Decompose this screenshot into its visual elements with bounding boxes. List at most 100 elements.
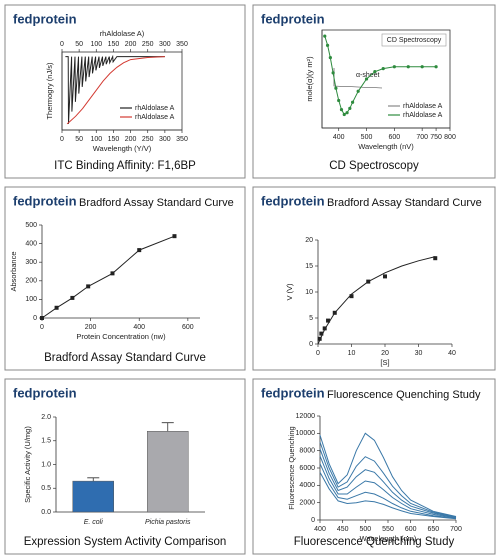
y-axis-label: Absorbance bbox=[9, 251, 18, 291]
y-tick-label: 2000 bbox=[299, 500, 315, 507]
x-axis-label: Protein Concentration (nw) bbox=[76, 332, 166, 341]
x-tick-label: 0 bbox=[60, 136, 64, 143]
marker bbox=[392, 65, 396, 69]
series-line bbox=[319, 448, 457, 518]
x2-axis-label: rhAldolase A) bbox=[100, 29, 145, 38]
legend-label: rhAldolase A bbox=[403, 112, 443, 119]
marker bbox=[172, 234, 177, 239]
y-tick-label: 1.0 bbox=[41, 461, 51, 468]
x-tick-label: E. coli bbox=[84, 519, 104, 526]
marker bbox=[366, 279, 371, 284]
marker bbox=[345, 111, 349, 115]
marker bbox=[406, 65, 410, 69]
marker bbox=[70, 295, 75, 300]
x-axis-label: [S] bbox=[380, 358, 389, 367]
marker bbox=[319, 331, 324, 336]
bar bbox=[147, 431, 189, 513]
y-axis-label: V (V) bbox=[285, 283, 294, 301]
marker bbox=[348, 106, 352, 110]
marker bbox=[40, 316, 44, 320]
marker bbox=[434, 65, 438, 69]
series-line bbox=[319, 432, 457, 517]
y-axis-label: Fluorescence Quenching bbox=[287, 426, 296, 509]
x-tick-label: 650 bbox=[427, 526, 439, 533]
marker bbox=[326, 318, 331, 323]
y-tick-label: 0.5 bbox=[41, 485, 51, 492]
panel bbox=[4, 186, 246, 371]
bar bbox=[72, 480, 114, 513]
marker bbox=[334, 86, 338, 90]
panel bbox=[4, 4, 246, 179]
marker bbox=[317, 336, 322, 341]
x-tick-label: 100 bbox=[90, 136, 102, 143]
marker bbox=[383, 274, 387, 279]
brand: fedprotein bbox=[261, 385, 325, 400]
panel bbox=[252, 4, 496, 179]
marker bbox=[349, 294, 354, 299]
x-tick-label: 0 bbox=[316, 350, 320, 357]
series-line bbox=[319, 472, 457, 520]
marker bbox=[364, 77, 369, 81]
marker bbox=[54, 305, 59, 310]
x-tick-label: 700 bbox=[450, 526, 462, 533]
marker bbox=[339, 108, 344, 112]
marker bbox=[373, 70, 377, 74]
marker bbox=[433, 256, 438, 261]
panel-title: Fluorescence Quenching Study bbox=[327, 389, 481, 401]
y-tick-label: 0 bbox=[33, 315, 37, 322]
brand: fedprotein bbox=[261, 11, 325, 26]
x-tick-label: 200 bbox=[85, 324, 97, 331]
y-tick-label: 6000 bbox=[299, 465, 315, 472]
y-tick-label: 500 bbox=[25, 222, 37, 229]
marker bbox=[381, 66, 385, 71]
caption: Expression System Activity Comparison bbox=[24, 536, 227, 548]
series-line bbox=[65, 54, 165, 124]
marker bbox=[420, 65, 424, 69]
marker bbox=[332, 310, 337, 315]
y-tick-label: 200 bbox=[25, 278, 37, 285]
series-line bbox=[319, 463, 457, 519]
plot-title: CD Spectroscopy bbox=[387, 37, 442, 44]
error-bar bbox=[161, 422, 174, 432]
x-tick-label: 400 bbox=[314, 526, 326, 533]
y-axis-label: Thermogry (nJ/s) bbox=[45, 62, 54, 120]
y-tick-label: 0 bbox=[311, 517, 315, 524]
y-tick-label: 0 bbox=[309, 341, 313, 348]
x-tick-label: 700 bbox=[416, 134, 428, 141]
error-bar bbox=[87, 477, 100, 482]
brand: fedprotein bbox=[13, 11, 77, 26]
x2-tick-label: 100 bbox=[90, 41, 102, 48]
marker bbox=[322, 326, 327, 331]
marker bbox=[351, 100, 355, 104]
x-tick-label: 0 bbox=[40, 324, 44, 331]
marker bbox=[342, 112, 346, 117]
x-tick-label: 50 bbox=[75, 136, 83, 143]
legend-label: rhAldolase A bbox=[135, 114, 175, 121]
marker bbox=[356, 89, 360, 93]
caption: Bradford Assay Standard Curve bbox=[44, 352, 206, 364]
panel bbox=[4, 378, 246, 555]
x2-tick-label: 50 bbox=[75, 41, 83, 48]
x-tick-label: 300 bbox=[159, 136, 171, 143]
y-tick-label: 10000 bbox=[296, 430, 316, 437]
x2-tick-label: 250 bbox=[142, 41, 154, 48]
x-tick-label: 400 bbox=[133, 324, 145, 331]
x-axis-label: Wavelength (Y/V) bbox=[93, 144, 152, 153]
x-tick-label: 150 bbox=[108, 136, 120, 143]
x-tick-label: 30 bbox=[415, 350, 423, 357]
marker bbox=[337, 98, 341, 103]
x-tick-label: 750 bbox=[430, 134, 442, 141]
x-tick-label: 600 bbox=[405, 526, 417, 533]
marker bbox=[331, 71, 335, 75]
y-tick-label: 300 bbox=[25, 259, 37, 266]
legend-label: rhAldolase A bbox=[135, 105, 175, 112]
x-tick-label: 200 bbox=[125, 136, 137, 143]
annotation: α-sheet bbox=[356, 72, 380, 79]
x-tick-label: 800 bbox=[444, 134, 456, 141]
panel-title: Bradford Assay Standard Curve bbox=[79, 197, 234, 209]
brand: fedprotein bbox=[13, 193, 77, 208]
caption: CD Spectroscopy bbox=[329, 160, 419, 172]
x2-tick-label: 200 bbox=[125, 41, 137, 48]
marker bbox=[110, 271, 115, 276]
